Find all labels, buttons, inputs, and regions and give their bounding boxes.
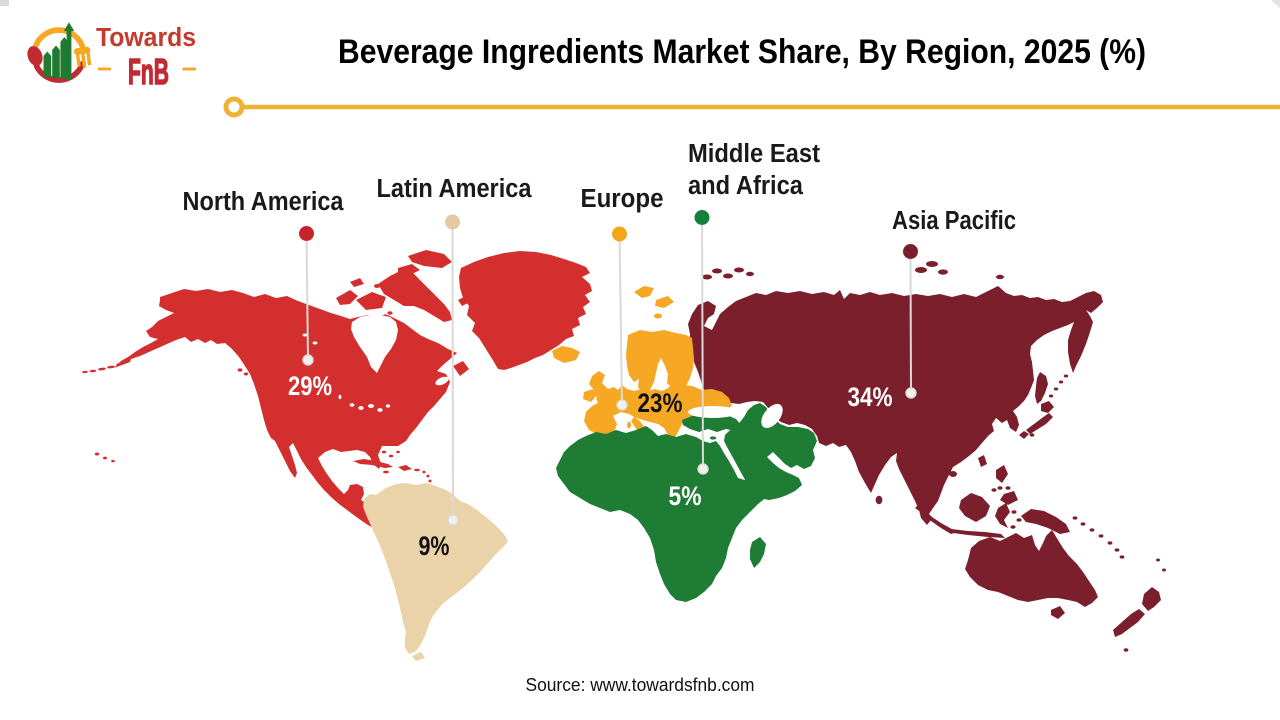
svg-text:34%: 34% xyxy=(848,382,893,412)
svg-text:Source: www.towardsfnb.com: Source: www.towardsfnb.com xyxy=(526,675,755,695)
svg-text:Europe: Europe xyxy=(581,185,664,213)
svg-text:Beverage Ingredients Market Sh: Beverage Ingredients Market Share, By Re… xyxy=(338,33,1146,71)
svg-text:and Africa: and Africa xyxy=(688,172,804,200)
svg-text:9%: 9% xyxy=(419,531,450,561)
svg-text:Asia Pacific: Asia Pacific xyxy=(892,207,1016,235)
svg-text:Middle East: Middle East xyxy=(688,140,820,168)
svg-text:29%: 29% xyxy=(288,371,332,401)
svg-text:Towards: Towards xyxy=(96,24,196,52)
svg-text:23%: 23% xyxy=(638,388,683,418)
svg-text:FnB: FnB xyxy=(128,51,169,92)
svg-text:5%: 5% xyxy=(669,481,702,511)
svg-text:North America: North America xyxy=(183,188,345,216)
svg-text:Latin America: Latin America xyxy=(377,175,533,203)
